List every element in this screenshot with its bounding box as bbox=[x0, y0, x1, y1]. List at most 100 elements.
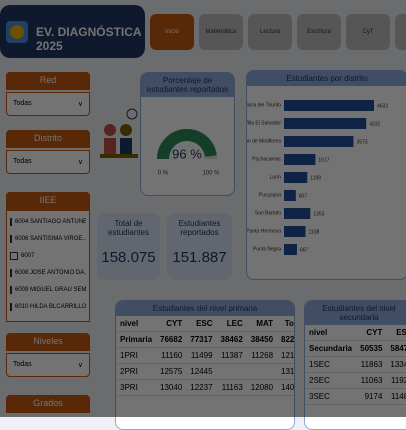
table-cell bbox=[216, 363, 247, 380]
dropdown[interactable]: Todas ∨ bbox=[6, 150, 90, 174]
checkbox-item[interactable]: 6007 bbox=[10, 247, 86, 264]
header-cell: CYT bbox=[156, 316, 187, 332]
bar-value: 4632 bbox=[377, 103, 388, 109]
checkbox-item[interactable]: 6006 SANTISIMA VIRGE... bbox=[10, 230, 86, 247]
table-cell: 2PRI bbox=[116, 363, 157, 380]
filter-header: Niveles bbox=[6, 333, 90, 351]
bar-value: 3573 bbox=[356, 139, 367, 145]
checkbox-label: 6006 SANTISIMA VIRGE... bbox=[15, 235, 86, 242]
checkbox-label: 6008 JOSE ANTONIO DA... bbox=[15, 269, 86, 276]
header-cell: nivel bbox=[305, 325, 357, 341]
table-cell: 11863 bbox=[356, 356, 387, 373]
table-cell: 11063 bbox=[356, 372, 387, 389]
bar-value: 1617 bbox=[318, 157, 329, 163]
kpi-label: Total de estudiantes bbox=[108, 219, 149, 237]
tab[interactable]: Lectura bbox=[248, 14, 292, 50]
header-cell: Total bbox=[277, 316, 294, 332]
table-cell: 11268 bbox=[246, 347, 278, 364]
filter-header: IIEE bbox=[6, 192, 90, 210]
table-cell: 9174 bbox=[356, 388, 387, 405]
table-cell: 13153 bbox=[277, 363, 294, 380]
dropdown-value: Todas bbox=[13, 361, 32, 368]
gauge: 96 % 0 % 100 % bbox=[157, 129, 220, 177]
bar bbox=[284, 226, 306, 237]
bar bbox=[284, 136, 354, 147]
checkbox-item[interactable]: 6010 HILDA BLCARRILLO bbox=[10, 298, 86, 315]
table-cell: 12445 bbox=[186, 363, 217, 380]
checkbox bbox=[10, 268, 12, 277]
illustration bbox=[100, 108, 138, 158]
header-cell: LEC bbox=[216, 316, 247, 332]
logo bbox=[6, 21, 28, 43]
table-cell: 3SEC bbox=[305, 388, 357, 405]
gauge-value: 96 % bbox=[172, 146, 202, 161]
table-cell: 1PRI bbox=[116, 347, 157, 364]
checkbox-item[interactable]: 6009 MIGUEL GRAU SEM... bbox=[10, 281, 86, 298]
kpi-value: 158.075 bbox=[101, 249, 156, 266]
tab[interactable]: CyT bbox=[346, 14, 390, 50]
table-row: 1SEC1186313343 bbox=[305, 356, 406, 373]
bar-label: Punta Hermosa bbox=[247, 228, 281, 234]
checkbox-label: 6007 bbox=[21, 252, 35, 259]
table-row: 1PRI1116011499113871126812187 bbox=[116, 347, 294, 364]
table-title: Estudiantes del nivel primaria bbox=[116, 301, 294, 316]
checkbox-label: 6010 HILDA BLCARRILLO bbox=[15, 303, 86, 310]
dropdown[interactable]: Todas ∨ bbox=[6, 353, 90, 377]
checkbox-item[interactable]: 6008 JOSE ANTONIO DA... bbox=[10, 264, 86, 281]
checkbox bbox=[10, 251, 18, 260]
tab[interactable]: Matemática bbox=[199, 14, 243, 50]
table-row: Primaria7668277317384623845082204 bbox=[116, 331, 294, 348]
table-cell: 12237 bbox=[186, 379, 217, 396]
tab[interactable]: Inicio bbox=[150, 14, 194, 50]
kpi-label: Estudiantes reportados bbox=[178, 219, 221, 237]
table-cell: 11482 bbox=[386, 388, 406, 405]
bar-value: 1199 bbox=[310, 175, 321, 181]
header-cell: ESC bbox=[386, 325, 406, 341]
table-cell: 11921 bbox=[386, 372, 406, 389]
checkbox-label: 6004 SANTIAGO ANTUNE... bbox=[15, 218, 86, 225]
table-cell: 82204 bbox=[277, 331, 294, 348]
table-cell: 11387 bbox=[216, 347, 247, 364]
bar-value: 607 bbox=[299, 193, 308, 199]
bar-label: San Juan de Miraflores bbox=[247, 138, 281, 144]
tab[interactable]: Escritura bbox=[297, 14, 341, 50]
bar bbox=[284, 100, 374, 111]
checkbox-item[interactable]: 6004 SANTIAGO ANTUNE... bbox=[10, 213, 86, 230]
dropdown-arrow: ∨ bbox=[77, 159, 83, 166]
table-panel: Estudiantes del nivel primaria nivel CYT ES… bbox=[115, 300, 295, 430]
checkbox bbox=[10, 285, 12, 294]
table-cell: 11163 bbox=[216, 379, 247, 396]
checkbox-label: 6009 MIGUEL GRAU SEM... bbox=[15, 286, 86, 293]
table-cell: 77317 bbox=[186, 331, 217, 348]
table-cell: 11499 bbox=[186, 347, 217, 364]
bar-label: San Bartolo bbox=[255, 210, 281, 216]
table-row: Secundaria5053558476 bbox=[305, 340, 406, 357]
table-panel: Estudiantes del nivel secundaria nivel CYT… bbox=[304, 300, 406, 430]
header-cell: CYT bbox=[356, 325, 387, 341]
table-cell: Secundaria bbox=[305, 340, 357, 357]
kpi-card: Total de estudiantes 158.075 bbox=[97, 213, 160, 280]
dropdown-value: Todas bbox=[13, 100, 32, 107]
table-cell: 12080 bbox=[246, 379, 278, 396]
checkbox-list: 6004 SANTIAGO ANTUNE... 6006 SANTISIMA VI… bbox=[6, 210, 90, 322]
bar-label: Lurín bbox=[270, 174, 282, 180]
bar bbox=[284, 244, 297, 255]
tab[interactable] bbox=[395, 14, 406, 50]
bar bbox=[284, 208, 311, 219]
gauge-panel: Porcentaje de estudiantes reportados 96 … bbox=[140, 72, 235, 196]
kpi-value: 151.887 bbox=[172, 249, 227, 266]
bar-label: Villa El Salvador bbox=[247, 120, 281, 126]
table-cell: 3PRI bbox=[116, 379, 157, 396]
checkbox bbox=[10, 234, 12, 243]
gauge-tick-label: 100 % bbox=[202, 171, 220, 177]
dropdown[interactable]: Todas ∨ bbox=[6, 92, 90, 116]
table-row: 2SEC1106311921 bbox=[305, 372, 406, 389]
dropdown-arrow: ∨ bbox=[77, 362, 83, 369]
bar bbox=[284, 190, 296, 201]
bar-value: 4231 bbox=[369, 121, 380, 127]
header-cell: nivel bbox=[116, 316, 157, 332]
gauge-title: Porcentaje de estudiantes reportados bbox=[141, 73, 234, 97]
table-cell: 76682 bbox=[156, 331, 187, 348]
